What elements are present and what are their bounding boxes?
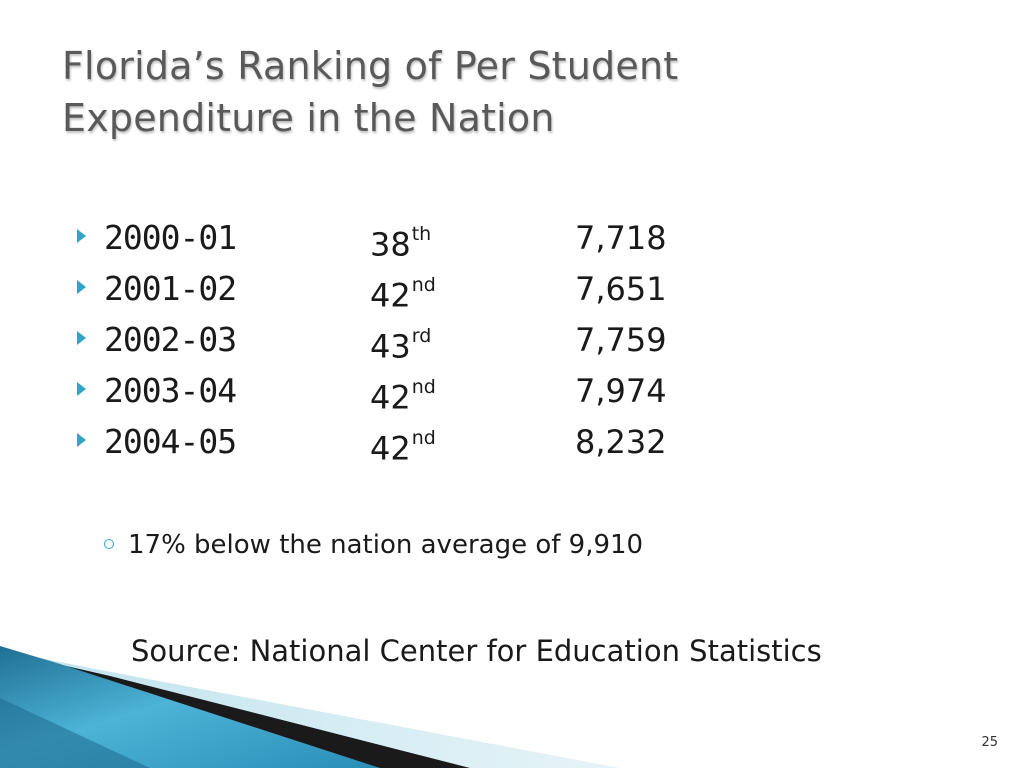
school-year: 2001-02	[104, 269, 237, 308]
expenditure-value: 7,651	[575, 270, 667, 308]
triangle-bullet-icon	[77, 331, 86, 345]
school-year: 2004-05	[104, 422, 237, 461]
national-average-note: 17% below the nation average of 9,910	[104, 530, 643, 560]
national-rank: 43rd	[370, 320, 431, 367]
list-item: 2004-05 42nd 8,232	[0, 416, 1024, 469]
rank-suffix: rd	[411, 325, 432, 347]
triangle-bullet-icon	[77, 433, 86, 447]
page-number: 25	[981, 735, 998, 750]
decorative-swoosh	[0, 646, 620, 768]
source-citation: Source: National Center for Education St…	[131, 634, 822, 668]
national-rank: 38th	[370, 218, 431, 265]
expenditure-value: 7,718	[575, 219, 667, 257]
expenditure-value: 8,232	[575, 423, 667, 461]
note-text: 17% below the nation average of 9,910	[128, 530, 644, 560]
school-year: 2003-04	[104, 371, 237, 410]
school-year: 2000-01	[104, 218, 237, 257]
national-rank: 42nd	[370, 269, 436, 316]
rank-number: 42	[370, 378, 411, 417]
rank-suffix: nd	[411, 427, 436, 449]
list-item: 2001-02 42nd 7,651	[0, 263, 1024, 316]
slide-title: Florida’s Ranking of Per Student Expendi…	[62, 40, 962, 144]
list-item: 2003-04 42nd 7,974	[0, 365, 1024, 418]
list-item: 2000-01 38th 7,718	[0, 212, 1024, 265]
expenditure-value: 7,759	[575, 321, 667, 359]
list-item: 2002-03 43rd 7,759	[0, 314, 1024, 367]
triangle-bullet-icon	[77, 382, 86, 396]
rank-number: 43	[370, 327, 411, 366]
national-rank: 42nd	[370, 371, 436, 418]
title-line-1: Florida’s Ranking of Per Student	[62, 44, 679, 88]
circle-bullet-icon	[104, 539, 114, 549]
rank-suffix: nd	[411, 274, 436, 296]
title-line-2: Expenditure in the Nation	[62, 96, 555, 140]
school-year: 2002-03	[104, 320, 237, 359]
triangle-bullet-icon	[77, 280, 86, 294]
rank-suffix: nd	[411, 376, 436, 398]
rank-number: 42	[370, 276, 411, 315]
ranking-list: 2000-01 38th 7,718 2001-02 42nd 7,651 20…	[0, 212, 1024, 469]
triangle-bullet-icon	[77, 229, 86, 243]
rank-number: 42	[370, 429, 411, 468]
expenditure-value: 7,974	[575, 372, 667, 410]
rank-number: 38	[370, 225, 411, 264]
rank-suffix: th	[411, 223, 432, 245]
national-rank: 42nd	[370, 422, 436, 469]
